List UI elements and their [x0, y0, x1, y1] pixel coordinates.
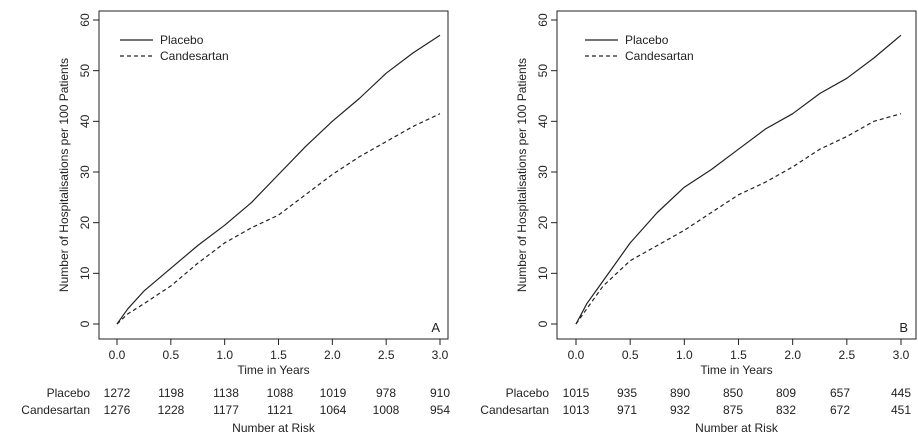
y-tick-label: 60 — [536, 13, 550, 27]
series-line-placebo — [116, 34, 441, 325]
risk-row-label: Placebo — [506, 386, 550, 400]
x-tick-label: 0.0 — [568, 348, 585, 362]
x-tick-label: 3.0 — [432, 348, 449, 362]
risk-value: 809 — [776, 386, 796, 400]
risk-value: 875 — [723, 403, 743, 417]
risk-value: 672 — [830, 403, 850, 417]
risk-table-title: Number at Risk — [232, 421, 316, 435]
risk-value: 850 — [723, 386, 743, 400]
risk-table-title: Number at Risk — [695, 421, 779, 435]
y-tick-label: 0 — [78, 320, 92, 327]
y-tick-label: 30 — [536, 165, 550, 179]
x-tick-label: 1.5 — [730, 348, 747, 362]
plot-frame — [98, 10, 449, 340]
risk-row-label: Placebo — [47, 386, 91, 400]
panel-label: B — [899, 320, 908, 335]
risk-value: 1198 — [158, 386, 184, 400]
legend-label: Placebo — [160, 33, 204, 47]
x-tick-label: 2.0 — [784, 348, 801, 362]
y-tick-label: 30 — [78, 165, 92, 179]
risk-value: 1177 — [213, 403, 239, 417]
risk-value: 1121 — [267, 403, 293, 417]
x-axis-label: Time in Years — [237, 363, 309, 377]
risk-row-label: Candesartan — [21, 403, 90, 417]
risk-value: 1088 — [267, 386, 294, 400]
risk-value: 1272 — [104, 386, 131, 400]
plot-frame — [556, 10, 917, 340]
y-tick-label: 40 — [536, 114, 550, 128]
risk-value: 1019 — [320, 386, 347, 400]
risk-value: 451 — [891, 403, 911, 417]
risk-value: 932 — [670, 403, 690, 417]
y-axis-label: Number of Hospitalisations per 100 Patie… — [515, 58, 529, 292]
risk-value: 657 — [830, 386, 850, 400]
risk-value: 1013 — [563, 403, 590, 417]
y-tick-label: 50 — [78, 64, 92, 78]
y-tick-label: 0 — [536, 320, 550, 327]
risk-value: 1228 — [158, 403, 185, 417]
risk-value: 910 — [430, 386, 450, 400]
legend-label: Candesartan — [160, 49, 229, 63]
y-tick-label: 20 — [78, 216, 92, 230]
x-tick-label: 1.0 — [676, 348, 693, 362]
x-tick-label: 1.0 — [216, 348, 233, 362]
risk-value: 971 — [617, 403, 637, 417]
x-tick-label: 2.5 — [378, 348, 395, 362]
y-tick-label: 10 — [536, 266, 550, 280]
risk-value: 832 — [776, 403, 796, 417]
risk-value: 1138 — [213, 386, 239, 400]
x-axis-label: Time in Years — [700, 363, 772, 377]
legend-label: Placebo — [625, 33, 669, 47]
y-tick-label: 60 — [78, 13, 92, 27]
series-line-candesartan — [575, 113, 902, 325]
y-tick-label: 50 — [536, 64, 550, 78]
risk-value: 978 — [376, 386, 396, 400]
x-tick-label: 3.0 — [893, 348, 910, 362]
risk-value: 1276 — [104, 403, 131, 417]
x-tick-label: 2.0 — [324, 348, 341, 362]
risk-value: 1015 — [563, 386, 590, 400]
risk-value: 445 — [891, 386, 911, 400]
series-line-placebo — [575, 34, 902, 325]
y-tick-label: 40 — [78, 114, 92, 128]
legend-label: Candesartan — [625, 49, 694, 63]
y-tick-label: 10 — [78, 266, 92, 280]
risk-row-label: Candesartan — [480, 403, 549, 417]
x-tick-label: 0.5 — [162, 348, 179, 362]
risk-value: 954 — [430, 403, 450, 417]
x-tick-label: 2.5 — [838, 348, 855, 362]
x-tick-label: 0.5 — [622, 348, 639, 362]
risk-value: 935 — [617, 386, 637, 400]
x-tick-label: 0.0 — [109, 348, 126, 362]
y-tick-label: 20 — [536, 216, 550, 230]
x-tick-label: 1.5 — [270, 348, 287, 362]
y-axis-label: Number of Hospitalisations per 100 Patie… — [57, 58, 71, 292]
risk-value: 1008 — [373, 403, 400, 417]
risk-value: 1064 — [320, 403, 347, 417]
risk-value: 890 — [670, 386, 690, 400]
panel-label: A — [431, 320, 440, 335]
